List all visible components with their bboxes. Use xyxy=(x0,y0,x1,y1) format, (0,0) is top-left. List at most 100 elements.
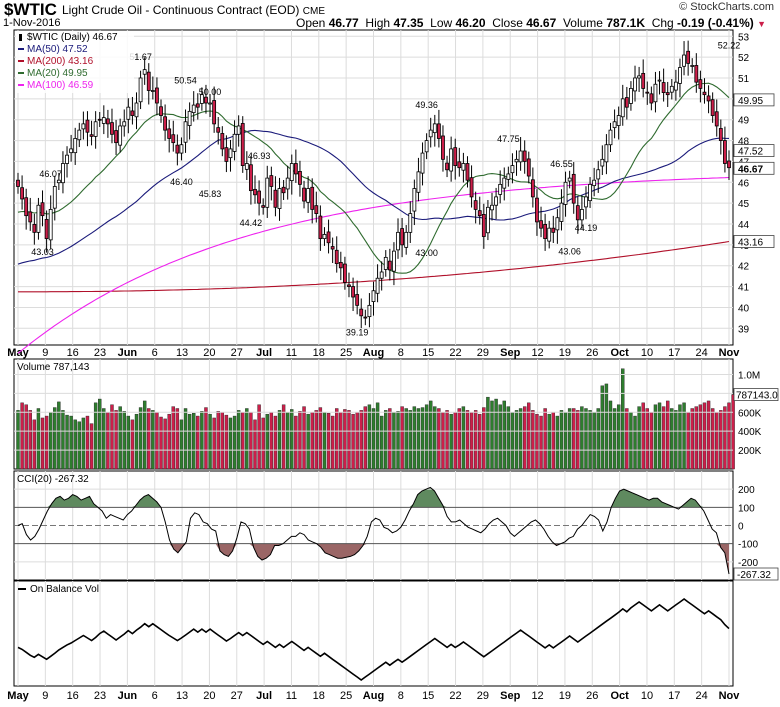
candle-up xyxy=(306,188,311,203)
candle-down xyxy=(641,72,646,89)
candle-up xyxy=(408,213,413,233)
candle-down xyxy=(224,147,229,162)
candle-down xyxy=(310,186,315,210)
candle-down xyxy=(355,294,360,306)
volume-bar-down xyxy=(715,412,719,470)
candle-up xyxy=(420,152,425,174)
volume-bar-down xyxy=(359,410,363,470)
volume-bar-down xyxy=(44,415,49,470)
x-axis-label-mid: Jun xyxy=(118,347,138,359)
candle-down xyxy=(727,160,731,169)
volume-bar-down xyxy=(694,406,699,470)
volume-bar-down xyxy=(666,400,670,470)
volume-bar-down xyxy=(576,410,580,470)
volume-bar-down xyxy=(661,406,666,470)
volume-bar-up xyxy=(580,406,584,470)
volume-bar-up xyxy=(379,415,384,470)
price-tick-label: 45 xyxy=(738,199,750,210)
exchange-label: CME xyxy=(302,6,326,17)
x-axis-label-mid: 11 xyxy=(286,347,297,359)
ma-end-tag-box xyxy=(733,161,775,175)
price-tick-label: 42 xyxy=(738,262,750,273)
volume-bar-up xyxy=(228,417,233,470)
volume-bar-down xyxy=(314,410,318,470)
volume-bar-down xyxy=(249,412,253,470)
candle-down xyxy=(453,147,458,166)
volume-bar-up xyxy=(98,398,102,470)
volume-bar-down xyxy=(482,407,486,470)
price-tick-label: 44 xyxy=(738,220,750,231)
volume-bar-down xyxy=(351,413,355,470)
x-axis-label-mid: Sep xyxy=(500,347,520,359)
volume-bar-down xyxy=(645,408,649,470)
volume-bar-up xyxy=(183,408,188,470)
volume-title: Volume 787,143 xyxy=(17,362,90,373)
volume-bar-up xyxy=(81,417,86,470)
instrument-description: Light Crude Oil - Continuous Contract (E… xyxy=(62,3,325,17)
volume-tick-label: 400K xyxy=(738,427,762,438)
x-axis-label-mid: 8 xyxy=(398,347,404,359)
volume-bar-up xyxy=(322,412,327,470)
volume-bar-down xyxy=(253,419,257,470)
candle-up xyxy=(432,123,437,134)
candle-down xyxy=(473,200,478,210)
x-axis-label-bottom: 18 xyxy=(313,690,325,702)
candle-down xyxy=(114,130,118,144)
x-axis-label-bottom: Aug xyxy=(363,690,384,702)
candle-up xyxy=(142,69,147,75)
candle-up xyxy=(559,202,564,222)
ma-end-tag: 43.16 xyxy=(733,235,775,249)
legend-entry: MA(50) 47.52 xyxy=(27,44,88,55)
volume-bar-up xyxy=(265,413,269,470)
x-axis-label-mid: 27 xyxy=(231,347,243,359)
volume-bar-down xyxy=(535,413,539,470)
candle-up xyxy=(371,290,376,303)
candle-up xyxy=(392,250,396,272)
candle-up xyxy=(73,138,78,154)
candle-up xyxy=(579,209,584,221)
volume-bar-up xyxy=(592,412,596,470)
candle-up xyxy=(56,179,61,184)
volume-bar-up xyxy=(449,413,453,470)
volume-bar-up xyxy=(200,411,204,470)
candle-up xyxy=(277,188,282,209)
volume-bar-up xyxy=(375,402,380,470)
volume-bar-down xyxy=(727,402,731,470)
candle-down xyxy=(212,100,217,125)
candle-down xyxy=(359,308,364,317)
volume-bar-up xyxy=(187,413,192,470)
x-axis-label-mid: 16 xyxy=(67,347,79,359)
price-tick-label: 49 xyxy=(738,116,750,127)
volume-bar-down xyxy=(281,404,286,470)
candle-down xyxy=(171,134,176,144)
volume-bar-down xyxy=(363,406,368,470)
candle-up xyxy=(461,163,466,171)
low-value: 46.20 xyxy=(455,16,486,30)
volume-bar-down xyxy=(106,412,110,470)
volume-bar-down xyxy=(269,412,274,470)
volume-bar-down xyxy=(196,415,200,470)
candle-down xyxy=(551,227,556,233)
volume-bar-down xyxy=(310,412,314,470)
volume-bar-up xyxy=(371,408,376,470)
volume-bar-down xyxy=(641,402,645,470)
candle-up xyxy=(134,102,139,118)
volume-bar-down xyxy=(649,412,654,470)
x-axis-label-bottom: 16 xyxy=(67,690,79,702)
ticker-symbol: $WTIC xyxy=(4,0,57,19)
candle-up xyxy=(596,169,601,180)
volume-bar-down xyxy=(89,423,94,470)
price-annotation: 43.06 xyxy=(558,247,581,257)
x-axis-label-mid: 29 xyxy=(477,347,489,359)
x-axis-label-bottom: 9 xyxy=(42,690,48,702)
candle-down xyxy=(710,99,715,116)
candle-up xyxy=(412,188,417,212)
x-axis-label-bottom: 26 xyxy=(586,690,598,702)
volume-bar-up xyxy=(433,406,437,470)
candle-down xyxy=(698,79,703,89)
volume-bar-up xyxy=(57,401,61,470)
volume-bar-up xyxy=(93,402,98,470)
volume-bar-up xyxy=(138,407,143,470)
volume-bar-down xyxy=(457,408,462,470)
volume-bar-up xyxy=(596,408,600,470)
